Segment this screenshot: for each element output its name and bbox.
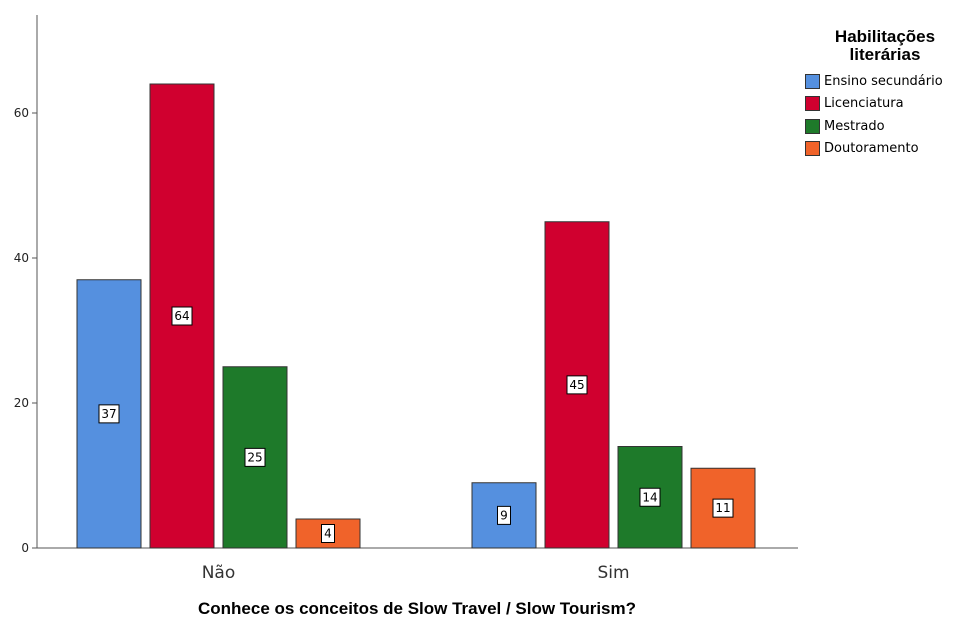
category-labels: Não Sim (202, 563, 630, 583)
y-tick-label: 60 (14, 106, 29, 120)
data-label-text: 45 (569, 378, 584, 392)
legend-swatch (805, 96, 820, 112)
legend-items: Ensino secundário Licenciatura Mestrado Dou… (805, 70, 965, 160)
legend-item: Doutoramento (805, 138, 965, 161)
data-label-text: 4 (324, 527, 332, 541)
y-tick-label: 0 (21, 541, 29, 555)
data-label: 37 (98, 404, 120, 424)
category-label: Não (202, 563, 236, 583)
data-label-box (497, 505, 511, 525)
y-tick-label: 40 (14, 251, 29, 265)
legend-swatch (805, 118, 820, 134)
data-label-text: 64 (174, 309, 189, 323)
data-label-box (321, 524, 335, 543)
data-label-box (639, 487, 661, 507)
data-label: 9 (497, 505, 511, 525)
data-label-box (712, 498, 734, 518)
legend-item: Mestrado (805, 115, 965, 138)
legend-swatch (805, 141, 820, 157)
data-label: 11 (712, 498, 734, 518)
data-label: 4 (321, 524, 335, 543)
legend-label: Mestrado (824, 118, 885, 134)
legend-swatch (805, 73, 820, 89)
data-label: 25 (244, 447, 266, 467)
y-tick-label: 20 (14, 396, 29, 410)
data-label-text: 9 (500, 508, 508, 522)
data-label: 14 (639, 487, 661, 507)
legend-label: Doutoramento (824, 141, 919, 157)
legend-label: Ensino secundário (824, 73, 943, 89)
data-label: 45 (566, 375, 588, 395)
data-label-box (98, 404, 120, 424)
y-axis: 0 20 40 60 (14, 15, 38, 555)
data-label-box (244, 447, 266, 467)
x-axis-title: Conhece os conceitos de Slow Travel / Sl… (198, 599, 636, 618)
legend: Habilitações literárias Ensino secundári… (805, 28, 965, 160)
data-label: 64 (171, 306, 193, 326)
legend-label: Licenciatura (824, 96, 904, 112)
data-label-text: 11 (715, 501, 730, 515)
data-label-box (171, 306, 193, 326)
legend-item: Ensino secundário (805, 70, 965, 93)
category-label: Sim (597, 563, 629, 583)
data-labels: 37 64 25 4 9 45 14 11 (98, 306, 734, 543)
data-label-box (566, 375, 588, 395)
data-label-text: 25 (247, 450, 262, 464)
data-label-text: 14 (642, 490, 657, 504)
legend-title: Habilitações literárias (834, 27, 936, 64)
data-label-text: 37 (101, 407, 116, 421)
legend-item: Licenciatura (805, 93, 965, 116)
